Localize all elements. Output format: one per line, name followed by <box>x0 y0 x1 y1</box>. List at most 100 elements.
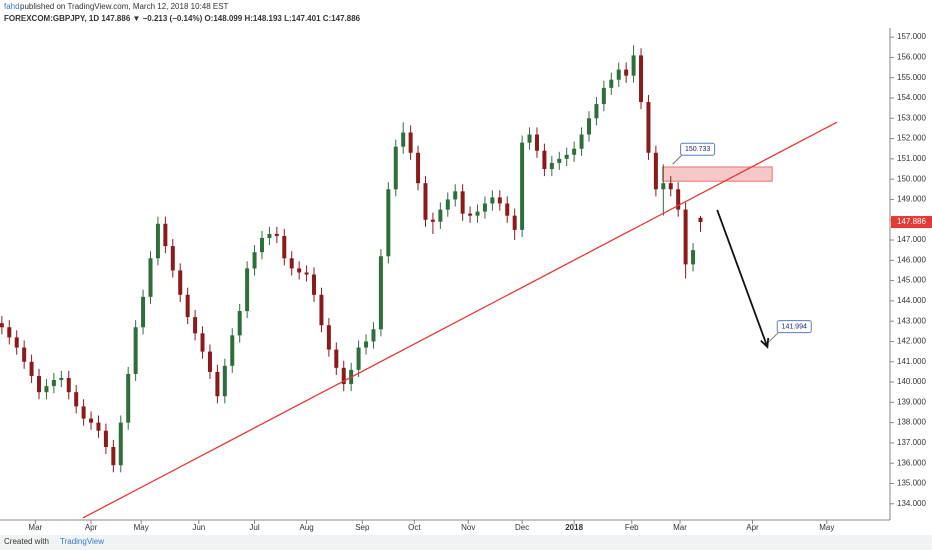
candle-body <box>401 132 406 147</box>
candle-body <box>245 268 250 312</box>
x-tick-label: Nov <box>461 523 475 532</box>
candle-body <box>341 367 346 385</box>
footer-brand: TradingView <box>60 537 104 546</box>
candle-body <box>51 380 56 387</box>
candle-body <box>141 296 146 328</box>
candle-body <box>133 327 138 374</box>
candle-body <box>445 199 450 210</box>
candle-body <box>639 55 644 103</box>
y-tick-label: 141.000 <box>897 357 926 366</box>
x-tick-label: Aug <box>299 523 313 532</box>
candle-body <box>222 365 227 397</box>
trendline <box>82 121 838 519</box>
arrow <box>716 209 769 348</box>
y-tick-label: 139.000 <box>897 397 926 406</box>
x-tick-label: Jul <box>249 523 259 532</box>
candle-body <box>118 422 123 466</box>
x-tick-label: Apr <box>746 523 759 532</box>
candle-body <box>616 69 621 80</box>
candle-body <box>334 349 339 368</box>
candle-body <box>148 258 153 297</box>
y-tick-label: 144.000 <box>897 296 926 305</box>
candle-body <box>207 351 212 372</box>
candle-body <box>59 377 64 381</box>
y-tick-label: 142.000 <box>897 337 926 346</box>
candle-body <box>378 256 383 330</box>
y-tick-label: 149.000 <box>897 195 926 204</box>
x-tick-label: May <box>819 523 834 532</box>
author: fahd <box>4 2 20 11</box>
candle-body <box>193 317 198 334</box>
candle-body <box>89 418 94 423</box>
y-tick-label: 150.000 <box>897 174 926 183</box>
candle-body <box>601 87 606 105</box>
candle-body <box>74 392 79 407</box>
y-tick-label: 157.000 <box>897 32 926 41</box>
candle-body <box>512 215 517 230</box>
y-tick-label: 138.000 <box>897 418 926 427</box>
candle-body <box>408 132 413 153</box>
candle-body <box>653 152 658 190</box>
candle-body <box>312 274 317 295</box>
arrow-head <box>760 337 770 349</box>
candle-body <box>274 233 279 236</box>
candle-body <box>460 191 465 214</box>
candle-body <box>7 327 12 338</box>
candle-body <box>661 183 666 190</box>
candle-body <box>594 104 599 119</box>
x-tick-label: Sep <box>355 523 370 532</box>
candle-body <box>289 258 294 269</box>
candle-body <box>676 189 681 210</box>
x-tick-label: May <box>134 523 149 532</box>
candle-body <box>564 154 569 159</box>
y-tick-label: 146.000 <box>897 255 926 264</box>
y-tick-label: 153.000 <box>897 113 926 122</box>
candle-body <box>126 373 131 423</box>
candle-body <box>482 203 487 212</box>
candle-body <box>624 69 629 76</box>
candle-body <box>22 347 27 362</box>
candle-body <box>668 183 673 190</box>
candle-body <box>386 189 391 257</box>
footer-bar <box>0 535 932 550</box>
y-tick-label: 154.000 <box>897 93 926 102</box>
candle-body <box>0 323 4 328</box>
candle-body <box>230 335 235 366</box>
callout-pointer <box>768 331 780 342</box>
candle-body <box>170 246 175 271</box>
candle-body <box>96 422 101 431</box>
candle-body <box>468 213 473 216</box>
callout-label: 150.733 <box>685 146 710 153</box>
candle-body <box>475 211 480 216</box>
candle-body <box>393 146 398 190</box>
candle-body <box>267 233 272 238</box>
candle-body <box>416 152 421 184</box>
candle-body <box>200 333 205 352</box>
candle-body <box>549 162 554 170</box>
candle-body <box>453 191 458 200</box>
candle-body <box>691 250 696 265</box>
candle-body <box>44 386 49 393</box>
candle-body <box>520 142 525 230</box>
callout-label: 141.994 <box>782 323 807 330</box>
y-tick-label: 151.000 <box>897 154 926 163</box>
candle-body <box>364 341 369 348</box>
candle-body <box>698 217 703 223</box>
resistance-zone <box>661 166 773 182</box>
x-tick-label: Feb <box>625 523 639 532</box>
candle-body <box>586 118 591 135</box>
candle-body <box>438 209 443 222</box>
candle-body <box>572 148 577 155</box>
y-tick-label: 156.000 <box>897 53 926 62</box>
candle-body <box>81 406 86 419</box>
candle-body <box>185 294 190 318</box>
footer-created: Created with <box>4 537 49 546</box>
y-tick-label: 135.000 <box>897 479 926 488</box>
y-tick-label: 136.000 <box>897 458 926 467</box>
callout-box <box>776 320 812 334</box>
x-tick-label: Mar <box>673 523 687 532</box>
candle-body <box>326 325 331 350</box>
published: published on TradingView.com, March 12, … <box>20 2 229 11</box>
